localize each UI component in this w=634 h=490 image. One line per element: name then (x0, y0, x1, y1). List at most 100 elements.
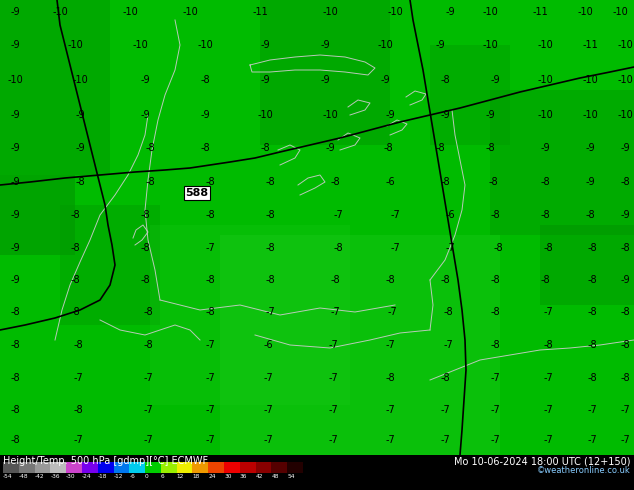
Text: -7: -7 (330, 307, 340, 317)
Bar (35, 462, 50, 473)
Text: -8: -8 (543, 243, 553, 253)
Text: -8: -8 (490, 340, 500, 350)
Bar (3, 462, 19, 473)
Text: -11: -11 (252, 7, 268, 17)
Text: -9: -9 (260, 75, 270, 85)
Text: -11: -11 (582, 40, 598, 50)
Bar (50, 462, 66, 473)
Text: -9: -9 (10, 210, 20, 220)
Text: -8: -8 (620, 177, 630, 187)
Text: -10: -10 (582, 110, 598, 120)
Bar (0, 175, 75, 255)
Text: -8: -8 (73, 405, 83, 415)
Bar (177, 462, 193, 473)
Bar (240, 462, 256, 473)
Text: -9: -9 (75, 143, 85, 153)
Text: -10: -10 (482, 40, 498, 50)
Text: -9: -9 (380, 75, 390, 85)
Text: -8: -8 (265, 243, 275, 253)
Text: -54: -54 (3, 474, 13, 479)
Text: -10: -10 (537, 40, 553, 50)
Text: -6: -6 (445, 210, 455, 220)
Text: -10: -10 (122, 7, 138, 17)
Bar (19, 462, 35, 473)
Text: -8: -8 (10, 307, 20, 317)
Text: 0: 0 (145, 474, 149, 479)
Text: -8: -8 (383, 143, 393, 153)
Bar (0, 0, 634, 8)
Text: 42: 42 (256, 474, 263, 479)
Text: -9: -9 (620, 275, 630, 285)
Text: -8: -8 (620, 373, 630, 383)
Text: -10: -10 (617, 75, 633, 85)
Text: -9: -9 (490, 75, 500, 85)
Text: -9: -9 (140, 75, 150, 85)
Text: -7: -7 (73, 373, 83, 383)
Text: -10: -10 (322, 7, 338, 17)
Text: -8: -8 (587, 340, 597, 350)
Text: -8: -8 (620, 243, 630, 253)
Text: -8: -8 (585, 210, 595, 220)
Text: ©weatheronline.co.uk: ©weatheronline.co.uk (537, 466, 631, 475)
Text: 6: 6 (161, 474, 164, 479)
Text: 588: 588 (185, 188, 209, 198)
Text: -9: -9 (440, 110, 450, 120)
Text: -7: -7 (205, 340, 215, 350)
Bar (161, 462, 177, 473)
Text: -8: -8 (265, 177, 275, 187)
Text: -7: -7 (143, 405, 153, 415)
Bar (271, 462, 287, 473)
Text: -8: -8 (200, 75, 210, 85)
Text: -7: -7 (385, 405, 395, 415)
Text: -7: -7 (543, 373, 553, 383)
Text: -8: -8 (587, 243, 597, 253)
Text: -7: -7 (265, 307, 275, 317)
Text: -8: -8 (140, 243, 150, 253)
Text: -9: -9 (10, 40, 20, 50)
Text: -9: -9 (140, 110, 150, 120)
Text: -7: -7 (620, 405, 630, 415)
Text: -7: -7 (390, 210, 400, 220)
Text: Height/Temp. 500 hPa [gdmp][°C] ECMWF: Height/Temp. 500 hPa [gdmp][°C] ECMWF (3, 456, 208, 466)
Text: -8: -8 (330, 177, 340, 187)
Bar (224, 462, 240, 473)
Text: -9: -9 (10, 7, 20, 17)
Text: -7: -7 (328, 435, 338, 445)
Text: -8: -8 (490, 210, 500, 220)
Text: -7: -7 (385, 340, 395, 350)
Text: -8: -8 (73, 340, 83, 350)
Text: -9: -9 (10, 243, 20, 253)
Text: -8: -8 (587, 373, 597, 383)
Text: -9: -9 (260, 40, 270, 50)
Text: -9: -9 (585, 177, 595, 187)
Text: -10: -10 (582, 75, 598, 85)
Text: -7: -7 (263, 405, 273, 415)
Text: -8: -8 (330, 275, 340, 285)
Text: -8: -8 (265, 210, 275, 220)
Text: -7: -7 (143, 435, 153, 445)
Bar (430, 45, 510, 145)
Text: -9: -9 (320, 75, 330, 85)
Text: -8: -8 (205, 275, 215, 285)
Text: -7: -7 (328, 340, 338, 350)
Text: -6: -6 (385, 177, 395, 187)
Text: -7: -7 (328, 405, 338, 415)
Text: -8: -8 (490, 307, 500, 317)
Text: -8: -8 (333, 243, 343, 253)
Text: -10: -10 (617, 110, 633, 120)
Text: 18: 18 (193, 474, 200, 479)
Bar (540, 225, 634, 305)
Text: -8: -8 (385, 275, 395, 285)
Text: -9: -9 (325, 143, 335, 153)
Text: -10: -10 (7, 75, 23, 85)
Bar (260, 0, 390, 145)
Text: -9: -9 (75, 110, 85, 120)
Text: -8: -8 (205, 307, 215, 317)
Text: -10: -10 (257, 110, 273, 120)
Text: -9: -9 (10, 110, 20, 120)
Text: -7: -7 (440, 405, 450, 415)
Text: -9: -9 (620, 210, 630, 220)
Text: -8: -8 (10, 340, 20, 350)
Text: 12: 12 (177, 474, 184, 479)
Text: -7: -7 (387, 307, 397, 317)
